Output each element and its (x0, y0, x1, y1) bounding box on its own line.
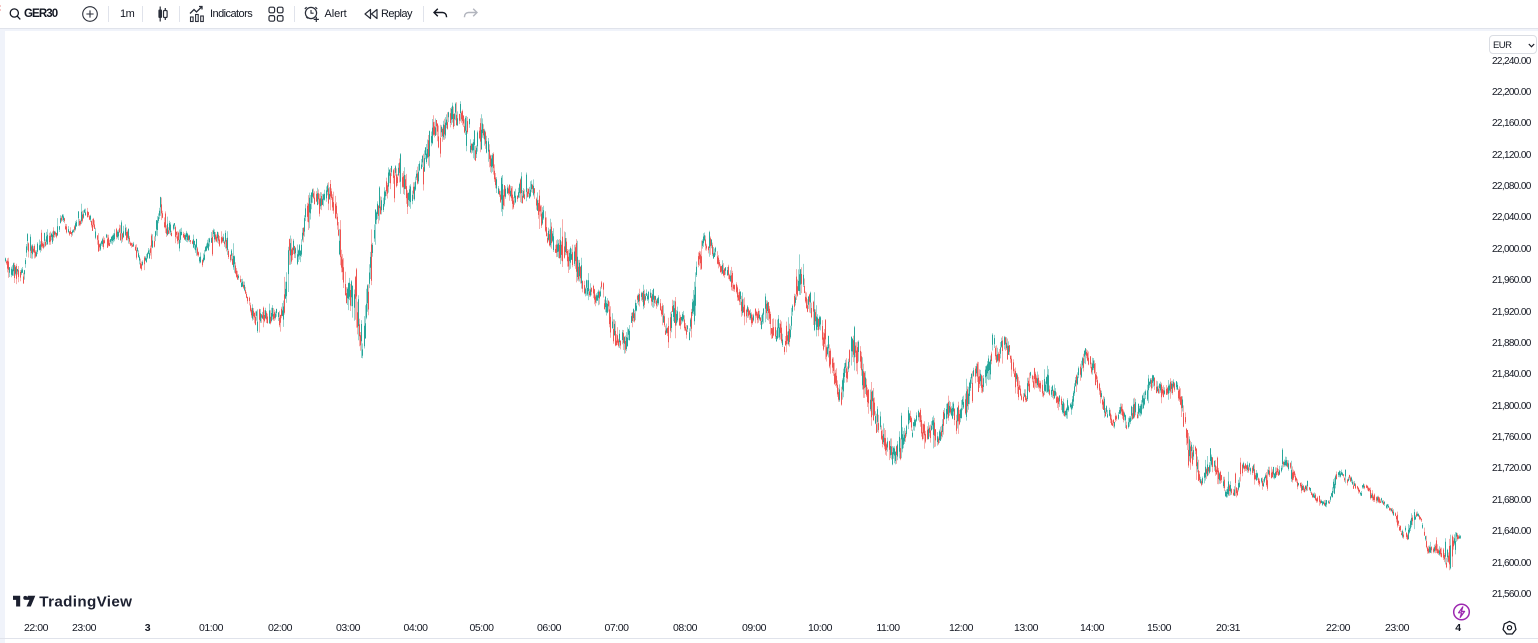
svg-text:TradingView: TradingView (39, 594, 132, 611)
